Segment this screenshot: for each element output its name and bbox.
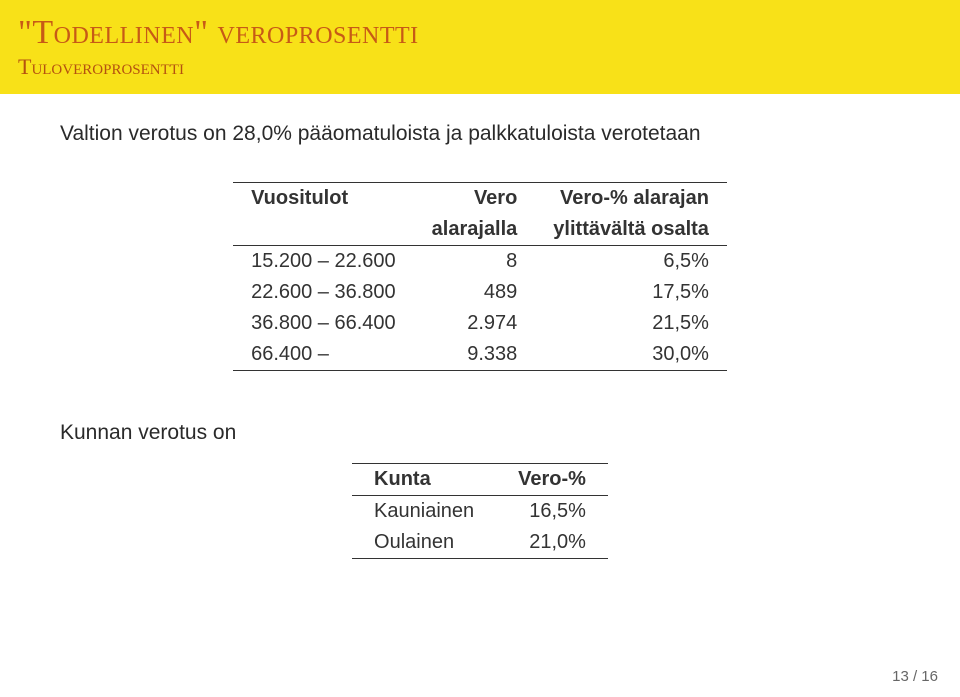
cell-kunta: Kauniainen [352,496,496,528]
municipal-label: Kunnan verotus on [60,421,900,445]
cell-range: 36.800 – 66.400 [233,308,414,339]
table-row: Oulainen 21,0% [352,527,608,559]
tax-table: Vuositulot Vero Vero-% alarajan alarajal… [233,182,727,371]
cell-pct: 16,5% [496,496,608,528]
title-rest: veroprosentti [209,14,419,51]
table-row: 66.400 – 9.338 30,0% [233,339,727,371]
cell-vero: 489 [414,277,536,308]
cell-pct: 17,5% [535,277,727,308]
th-ylittavalta: ylittävältä osalta [535,214,727,246]
slide-title: "Todellinen" veroprosentti [18,14,942,52]
cell-kunta: Oulainen [352,527,496,559]
table-row: Kauniainen 16,5% [352,496,608,528]
tax-table-wrap: Vuositulot Vero Vero-% alarajan alarajal… [60,182,900,371]
muni-table-wrap: Kunta Vero-% Kauniainen 16,5% Oulainen 2… [60,463,900,559]
cell-range: 15.200 – 22.600 [233,246,414,278]
cell-range: 22.600 – 36.800 [233,277,414,308]
cell-vero: 2.974 [414,308,536,339]
cell-pct: 6,5% [535,246,727,278]
muni-table: Kunta Vero-% Kauniainen 16,5% Oulainen 2… [352,463,608,559]
th-alarajalla: alarajalla [414,214,536,246]
page-number: 13 / 16 [892,668,938,685]
th-kunta: Kunta [352,464,496,496]
table-row: 36.800 – 66.400 2.974 21,5% [233,308,727,339]
cell-pct: 21,5% [535,308,727,339]
th-vero-pct: Vero-% alarajan [535,183,727,215]
intro-text: Valtion verotus on 28,0% pääomatuloista … [60,122,900,146]
th-vuositulot: Vuositulot [233,183,414,246]
cell-range: 66.400 – [233,339,414,371]
title-quoted: "Todellinen" [18,14,209,51]
slide-body: Valtion verotus on 28,0% pääomatuloista … [0,94,960,619]
table-row: 15.200 – 22.600 8 6,5% [233,246,727,278]
cell-vero: 9.338 [414,339,536,371]
slide-header: "Todellinen" veroprosentti Tuloveroprose… [0,0,960,94]
cell-pct: 21,0% [496,527,608,559]
table-row: 22.600 – 36.800 489 17,5% [233,277,727,308]
th-vero-pct: Vero-% [496,464,608,496]
cell-vero: 8 [414,246,536,278]
slide-subtitle: Tuloveroprosentti [18,54,942,80]
cell-pct: 30,0% [535,339,727,371]
th-vero: Vero [414,183,536,215]
